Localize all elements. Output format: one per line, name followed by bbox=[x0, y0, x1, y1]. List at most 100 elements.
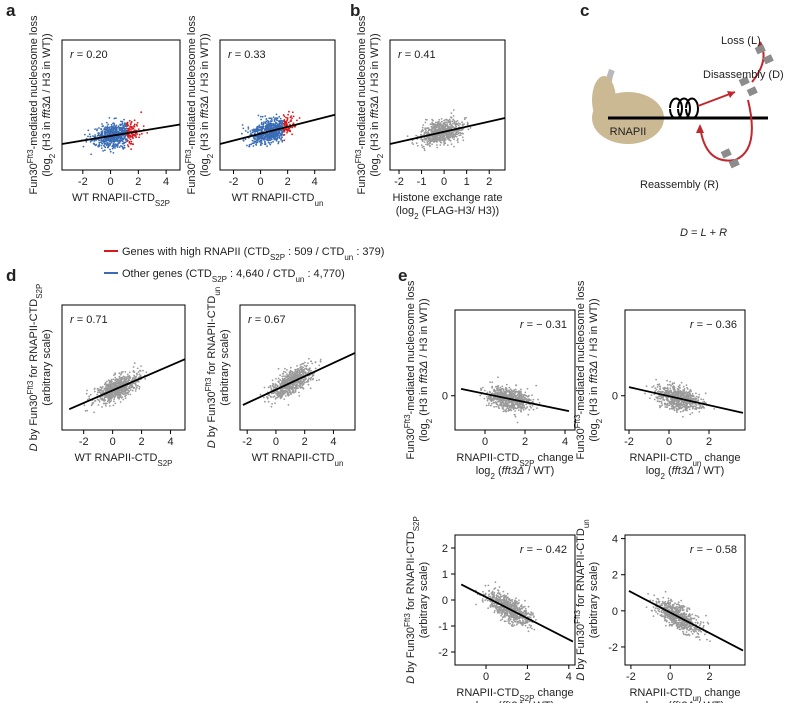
scatter-point bbox=[274, 131, 276, 133]
scatter-point bbox=[106, 384, 108, 386]
scatter-point bbox=[290, 378, 292, 380]
scatter-point bbox=[304, 362, 306, 364]
scatter-point bbox=[489, 381, 491, 383]
scatter-point bbox=[256, 129, 258, 131]
scatter-point bbox=[295, 385, 297, 387]
scatter-point bbox=[450, 134, 452, 136]
scatter-point bbox=[284, 368, 286, 370]
scatter-point bbox=[285, 375, 287, 377]
scatter-point bbox=[102, 392, 104, 394]
scatter-point bbox=[425, 119, 427, 121]
text-part: WT RNAPII-CTD bbox=[72, 192, 155, 204]
scatter-point bbox=[447, 144, 449, 146]
annotation: r = − 0.31 bbox=[520, 319, 567, 331]
scatter-point bbox=[110, 399, 112, 401]
scatter-point bbox=[101, 123, 103, 125]
scatter-point bbox=[448, 135, 450, 137]
scatter-point bbox=[669, 408, 671, 410]
scatter-point bbox=[118, 125, 120, 127]
text-part: (H3 in bbox=[369, 118, 381, 153]
scatter-point bbox=[479, 395, 481, 397]
scatter-point bbox=[125, 379, 127, 381]
scatter-point bbox=[424, 138, 426, 140]
scatter-point bbox=[274, 395, 276, 397]
scatter-point bbox=[447, 121, 449, 123]
scatter-point bbox=[267, 124, 269, 126]
scatter-point bbox=[130, 139, 132, 141]
x-tick-label: -2 bbox=[229, 176, 239, 188]
scatter-point bbox=[109, 383, 111, 385]
scatter-point bbox=[130, 123, 132, 125]
scatter-point bbox=[260, 119, 262, 121]
scatter-point bbox=[427, 142, 429, 144]
scatter-point bbox=[428, 127, 430, 129]
scatter-point bbox=[98, 142, 100, 144]
scatter-point bbox=[498, 407, 500, 409]
scatter-point bbox=[123, 137, 125, 139]
scatter-point bbox=[126, 124, 128, 126]
scatter-point bbox=[289, 130, 291, 132]
scatter-point bbox=[242, 124, 244, 126]
scatter-point bbox=[277, 392, 279, 394]
scatter-point bbox=[107, 127, 109, 129]
scatter-point bbox=[94, 388, 96, 390]
scatter-point bbox=[438, 140, 440, 142]
scatter-point bbox=[669, 404, 671, 406]
scatter-point bbox=[292, 127, 294, 129]
scatter-point bbox=[271, 393, 273, 395]
scatter-point bbox=[535, 385, 537, 387]
scatter-point bbox=[109, 149, 111, 151]
scatter-point bbox=[247, 126, 249, 128]
scatter-point bbox=[271, 406, 273, 408]
scatter-point bbox=[117, 131, 119, 133]
scatter-point bbox=[313, 374, 315, 376]
scatter-point bbox=[459, 123, 461, 125]
scatter-point bbox=[657, 384, 659, 386]
scatter-point bbox=[84, 404, 86, 406]
scatter-point bbox=[114, 377, 116, 379]
scatter-point bbox=[127, 377, 129, 379]
y-axis-label: Fun30Fft3-mediated nucleosome loss bbox=[184, 15, 199, 194]
scatter-point bbox=[537, 399, 539, 401]
scatter-point bbox=[108, 379, 110, 381]
scatter-point bbox=[434, 129, 436, 131]
scatter-point bbox=[132, 128, 134, 130]
scatter-point bbox=[318, 365, 320, 367]
scatter-point bbox=[691, 412, 693, 414]
scatter-point bbox=[138, 381, 140, 383]
scatter-point bbox=[437, 136, 439, 138]
scatter-point bbox=[278, 141, 280, 143]
scatter-point bbox=[659, 388, 661, 390]
panel-letter: d bbox=[6, 266, 16, 285]
scatter-point bbox=[420, 131, 422, 133]
scatter-point bbox=[300, 368, 302, 370]
scatter-point bbox=[658, 398, 660, 400]
scatter-point bbox=[491, 403, 493, 405]
scatter-point bbox=[261, 123, 263, 125]
scatter-point bbox=[523, 404, 525, 406]
scatter-point bbox=[127, 376, 129, 378]
scatter-point bbox=[518, 409, 520, 411]
scatter-point bbox=[261, 130, 263, 132]
scatter-point bbox=[468, 129, 470, 131]
scatter-point bbox=[276, 114, 278, 116]
scatter-point bbox=[452, 136, 454, 138]
scatter-point bbox=[532, 405, 534, 407]
scatter-point bbox=[291, 379, 293, 381]
scatter-point bbox=[687, 388, 689, 390]
scatter-point bbox=[111, 142, 113, 144]
scatter-point bbox=[258, 115, 260, 117]
scatter-point bbox=[130, 148, 132, 150]
scatter-point bbox=[118, 376, 120, 378]
scatter-point bbox=[320, 360, 322, 362]
text-part: fft3Δ bbox=[502, 465, 525, 477]
scatter-point bbox=[435, 127, 437, 129]
scatter-point bbox=[424, 149, 426, 151]
text-part: R bbox=[719, 227, 727, 239]
scatter-point bbox=[86, 390, 88, 392]
scatter-point bbox=[111, 395, 113, 397]
scatter-point bbox=[307, 362, 309, 364]
scatter-point bbox=[259, 141, 261, 143]
scatter-point bbox=[250, 130, 252, 132]
scatter-point bbox=[528, 409, 530, 411]
